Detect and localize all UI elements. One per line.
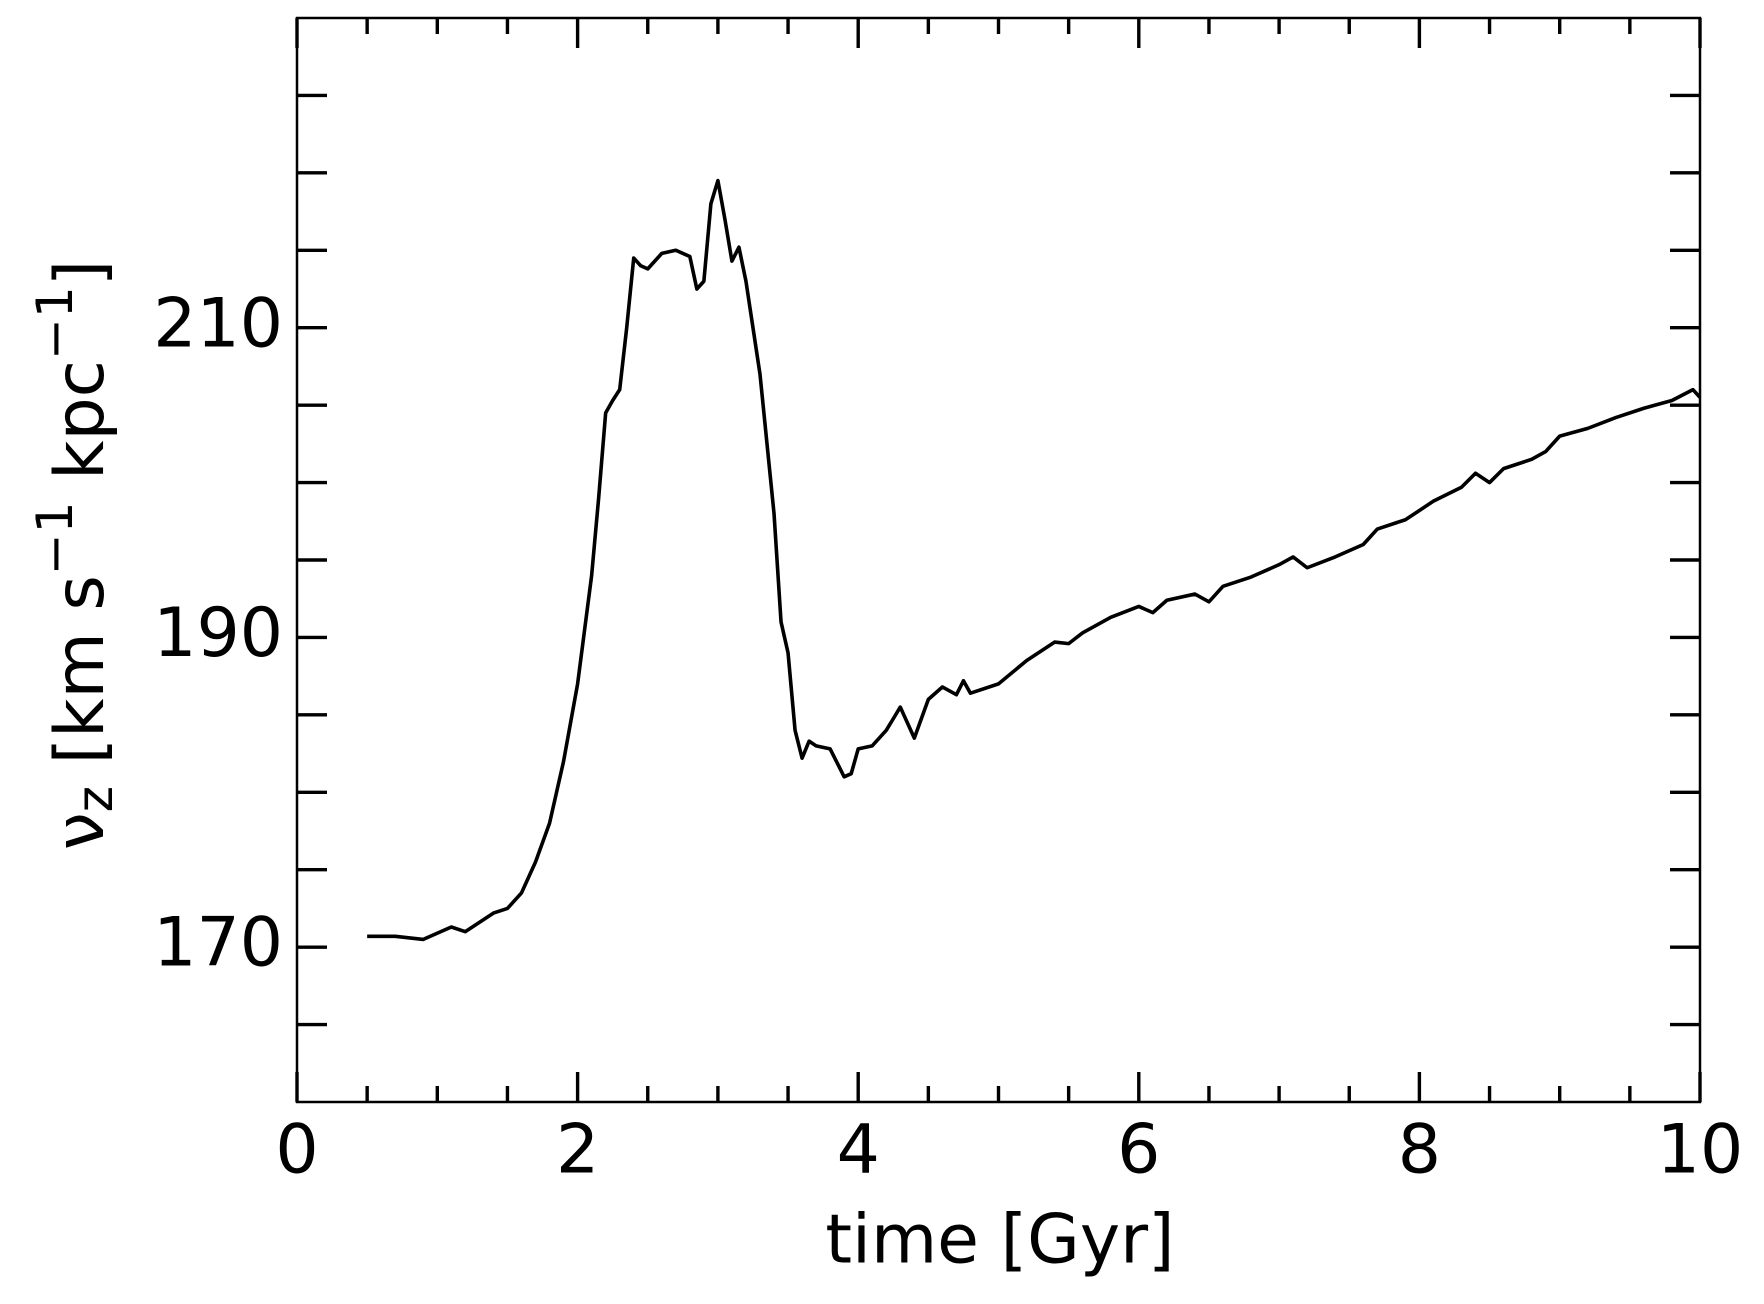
y-label-part: z: [66, 786, 124, 812]
data-line: [367, 178, 1702, 942]
y-label-part: −1: [26, 502, 84, 576]
y-tick-label: 170: [153, 904, 283, 983]
x-tick-label: 0: [275, 1111, 318, 1190]
x-tick-label: 4: [837, 1111, 880, 1190]
y-label-part: −1: [26, 286, 84, 360]
y-axis-label: νz [km s−1 kpc−1]: [26, 260, 124, 851]
y-label-part: [km s: [41, 575, 120, 786]
plot-frame: [295, 16, 1702, 1104]
x-tick-label: 6: [1117, 1111, 1160, 1190]
x-tick-label: 2: [556, 1111, 599, 1190]
x-tick-label: 8: [1398, 1111, 1441, 1190]
y-label-part: ]: [41, 260, 120, 287]
x-tick-label: 10: [1657, 1111, 1744, 1190]
y-label-part: kpc: [41, 360, 120, 502]
x-axis-label: time [Gyr]: [825, 1201, 1174, 1280]
y-tick-label: 210: [153, 284, 283, 363]
y-label-part: ν: [41, 812, 120, 850]
y-tick-label: 190: [153, 594, 283, 673]
